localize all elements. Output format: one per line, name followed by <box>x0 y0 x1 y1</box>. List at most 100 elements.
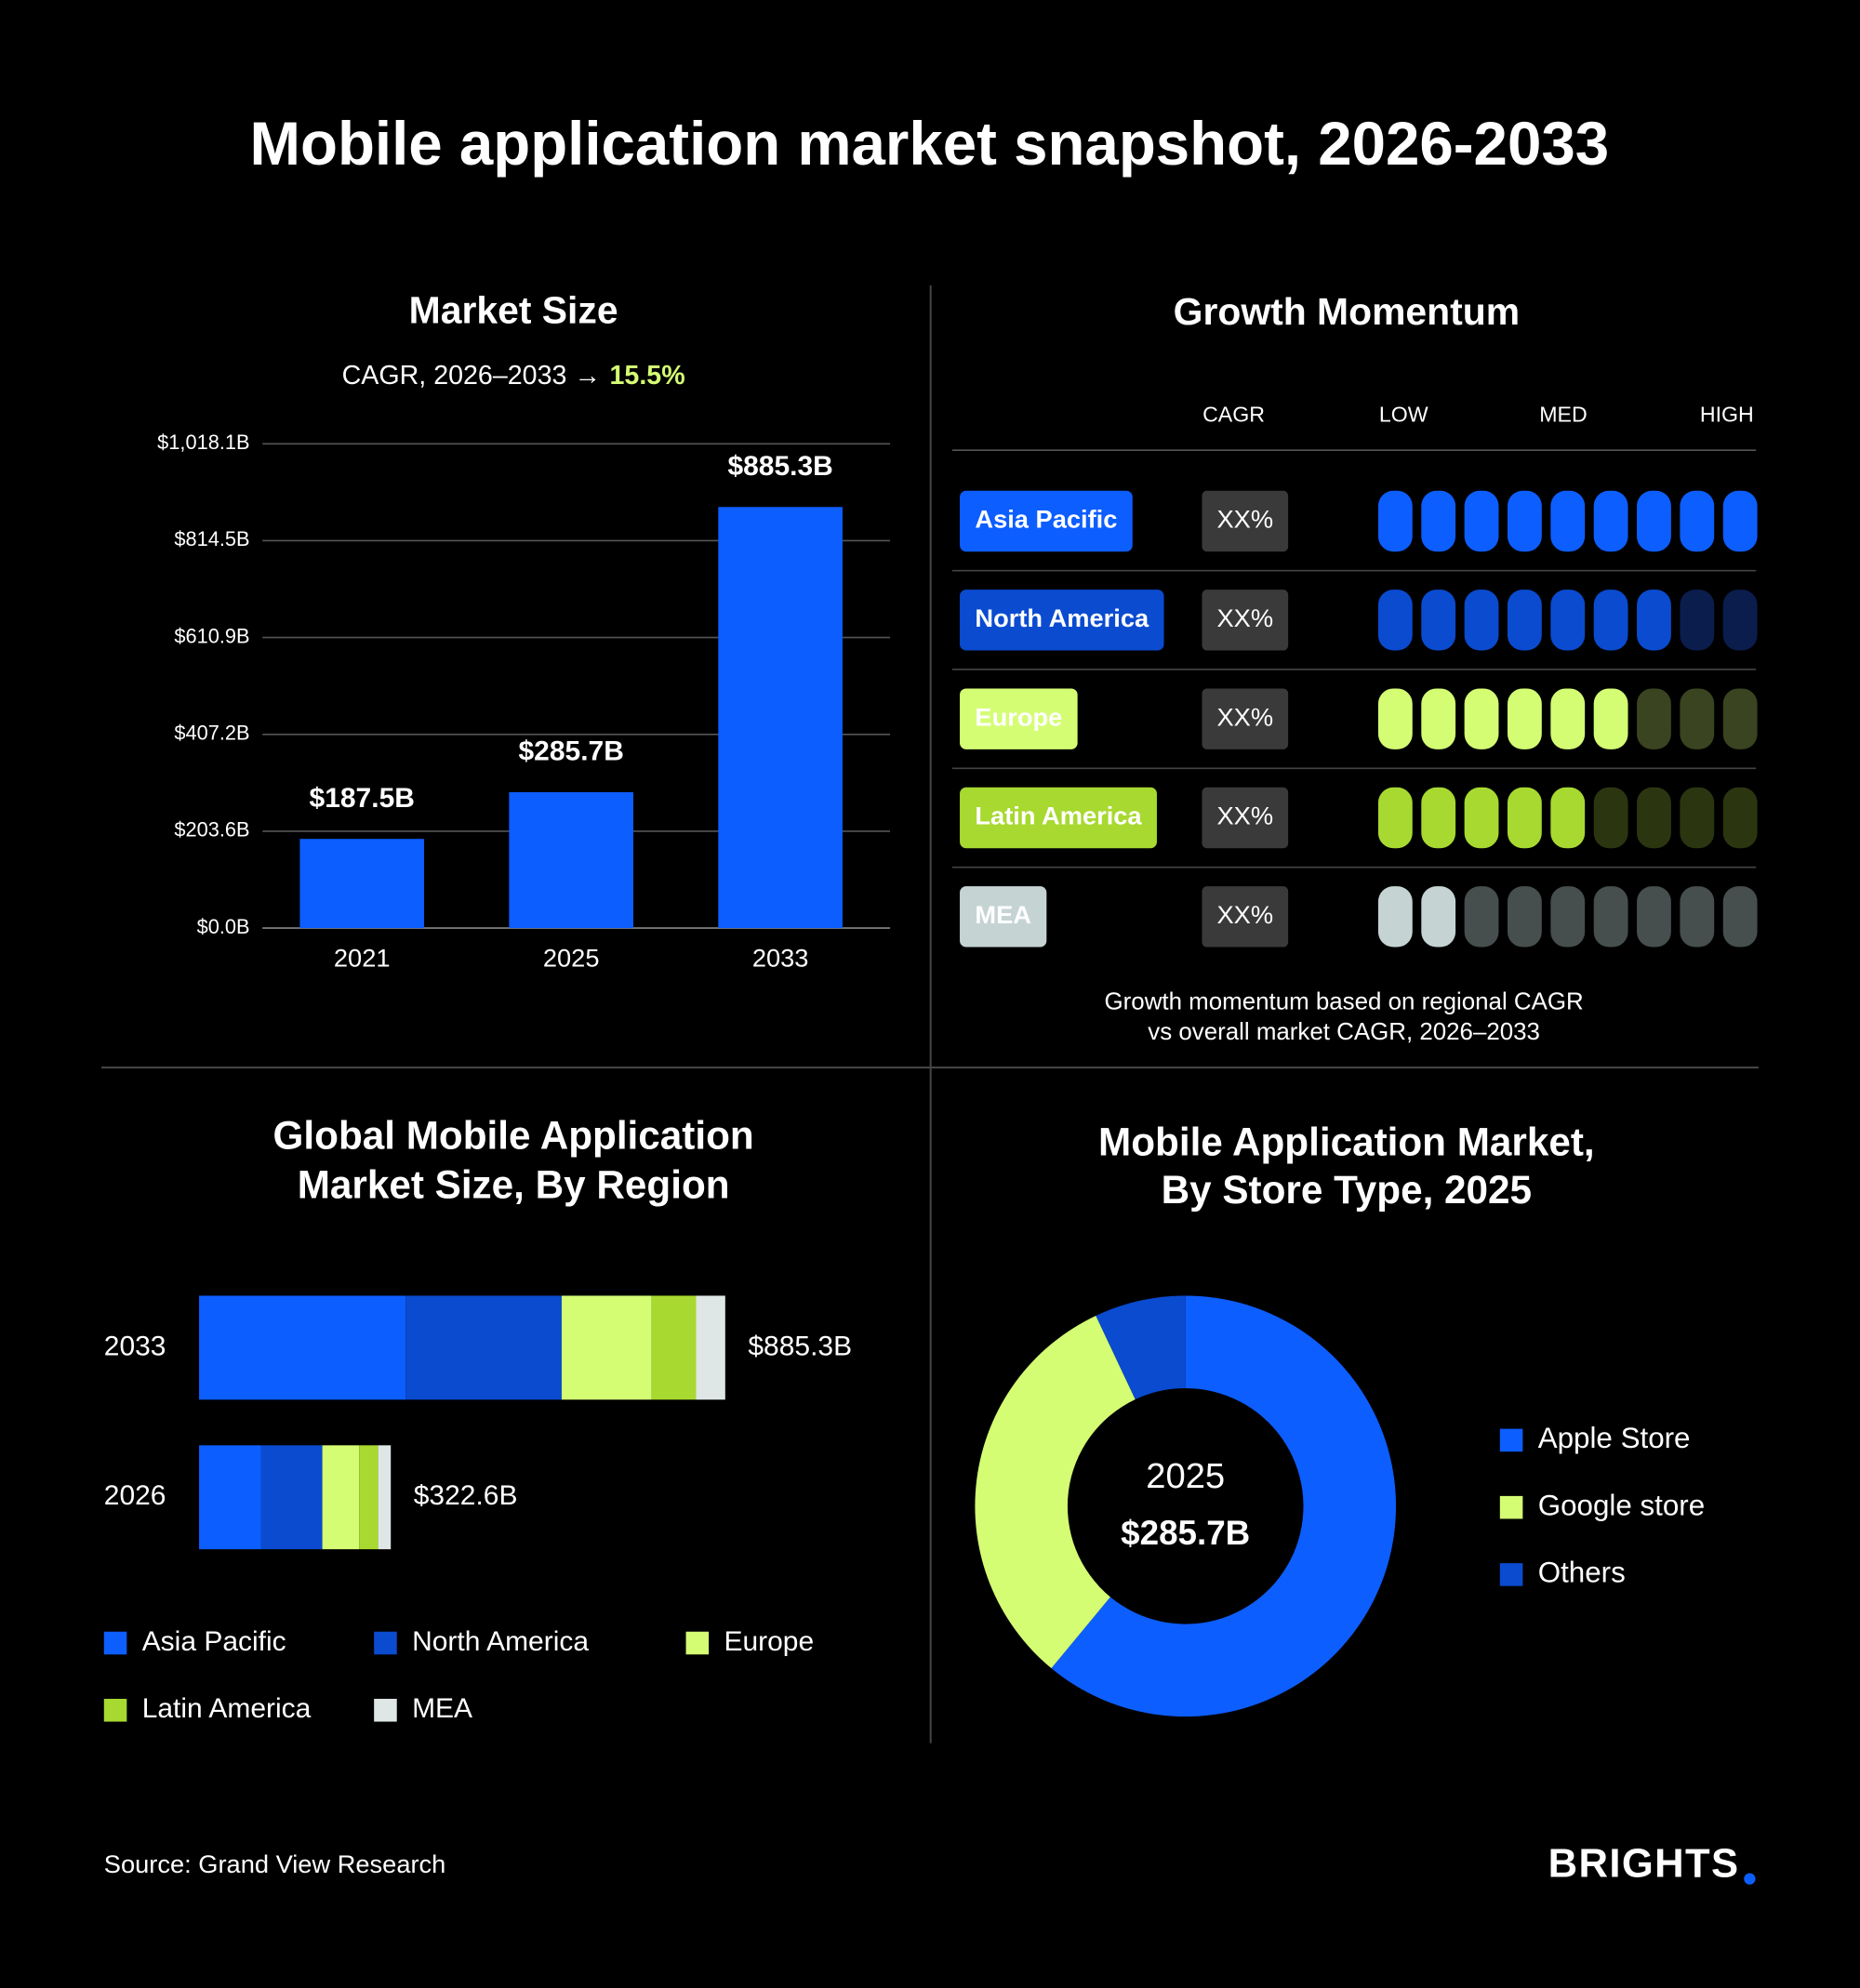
panel-title: Growth Momentum <box>1174 290 1520 333</box>
y-tick-label: $407.2B <box>174 722 249 745</box>
legend-label: Asia Pacific <box>142 1626 286 1657</box>
cagr-box <box>1202 886 1289 948</box>
column-header: CAGR <box>1202 402 1265 426</box>
y-tick-label: $814.5B <box>174 527 249 550</box>
momentum-pill <box>1637 590 1671 651</box>
cagr-value: XX% <box>1216 802 1273 830</box>
legend-swatch <box>374 1699 397 1722</box>
bar-segment <box>359 1445 379 1550</box>
legend-label: MEA <box>412 1693 472 1724</box>
momentum-pill <box>1421 490 1456 552</box>
legend-swatch <box>103 1631 127 1655</box>
momentum-pill <box>1421 787 1456 849</box>
momentum-pill <box>1507 787 1542 849</box>
bar-segment <box>561 1295 652 1400</box>
legend-swatch <box>685 1631 710 1655</box>
bar-segment <box>322 1445 360 1550</box>
momentum-pill <box>1550 688 1586 749</box>
region-label: Asia Pacific <box>975 505 1117 534</box>
region-label: Europe <box>975 702 1062 731</box>
center-value: $285.7B <box>1121 1514 1250 1552</box>
y-tick-label: $1,018.1B <box>157 431 249 454</box>
momentum-pill <box>1507 590 1542 651</box>
momentum-pill <box>1421 688 1456 749</box>
value-label: $285.7B <box>518 736 623 767</box>
cagr-value: XX% <box>1216 702 1273 731</box>
legend-label: Apple Store <box>1538 1422 1691 1454</box>
panel-note: vs overall market CAGR, 2026–2033 <box>1148 1019 1540 1045</box>
legend-swatch <box>374 1631 397 1655</box>
bar <box>509 791 633 929</box>
legend-label: North America <box>412 1626 589 1657</box>
legend-swatch <box>1499 1495 1523 1519</box>
y-tick-label: $0.0B <box>197 915 250 938</box>
momentum-pill <box>1637 787 1671 849</box>
legend-label: Europe <box>724 1626 814 1657</box>
x-tick-label: 2025 <box>543 943 600 972</box>
bar <box>718 507 843 929</box>
momentum-pill <box>1680 590 1715 651</box>
momentum-pill <box>1377 688 1413 749</box>
momentum-pill <box>1722 590 1758 651</box>
donut-slice <box>1051 1295 1397 1717</box>
momentum-pill <box>1593 886 1628 948</box>
chart-title: Mobile Application Market, <box>1098 1120 1595 1163</box>
logo: BRIGHTS <box>1548 1841 1740 1886</box>
region-pill <box>960 590 1164 651</box>
donut-slice <box>1096 1295 1186 1400</box>
momentum-pill <box>1722 787 1758 849</box>
bar-segment <box>378 1445 392 1550</box>
bar-segment <box>199 1445 261 1550</box>
bar-segment <box>651 1295 697 1400</box>
momentum-pill <box>1593 787 1628 849</box>
chart-title: Global Mobile Application <box>273 1114 754 1158</box>
cagr-value: XX% <box>1216 505 1273 534</box>
y-category-label: 2033 <box>104 1331 166 1361</box>
region-pill <box>960 688 1078 749</box>
momentum-pill <box>1377 490 1413 552</box>
momentum-pill <box>1680 787 1715 849</box>
bar-segment <box>405 1295 562 1400</box>
momentum-pill <box>1550 787 1586 849</box>
x-tick-label: 2021 <box>334 943 391 972</box>
momentum-pill <box>1507 886 1542 948</box>
momentum-pill <box>1680 688 1715 749</box>
momentum-pill <box>1550 490 1586 552</box>
x-tick-label: 2033 <box>752 943 809 972</box>
chart-title: Market Size, By Region <box>298 1163 730 1207</box>
donut-slice <box>975 1316 1136 1669</box>
momentum-pill <box>1593 688 1628 749</box>
momentum-pill <box>1722 886 1758 948</box>
region-pill <box>960 886 1047 948</box>
chart-title: Market Size <box>409 289 618 332</box>
momentum-pill <box>1377 787 1413 849</box>
bar-segment <box>260 1445 323 1550</box>
legend-swatch <box>103 1699 127 1722</box>
momentum-pill <box>1637 688 1671 749</box>
value-label: $885.3B <box>727 451 832 482</box>
panel-note: Growth momentum based on regional CAGR <box>1105 988 1584 1014</box>
momentum-pill <box>1377 590 1413 651</box>
momentum-pill <box>1722 688 1758 749</box>
y-tick-label: $610.9B <box>174 624 249 647</box>
cagr-value: XX% <box>1216 900 1273 929</box>
center-label: 2025 <box>1146 1456 1225 1496</box>
cagr-box <box>1202 490 1289 552</box>
region-label: North America <box>975 603 1149 632</box>
momentum-pill <box>1593 490 1628 552</box>
momentum-pill <box>1421 590 1456 651</box>
chart-subtitle: CAGR, 2026–2033 → 15.5% <box>342 361 685 391</box>
legend-label: Others <box>1538 1557 1626 1589</box>
cagr-box <box>1202 688 1289 749</box>
momentum-pill <box>1637 490 1671 552</box>
momentum-pill <box>1680 886 1715 948</box>
momentum-pill <box>1464 688 1499 749</box>
region-label: Latin America <box>975 802 1142 830</box>
bar <box>299 839 425 929</box>
momentum-pill <box>1680 490 1715 552</box>
column-header: LOW <box>1379 402 1428 426</box>
subtitle-highlight: 15.5% <box>610 361 685 391</box>
region-pill <box>960 787 1157 849</box>
